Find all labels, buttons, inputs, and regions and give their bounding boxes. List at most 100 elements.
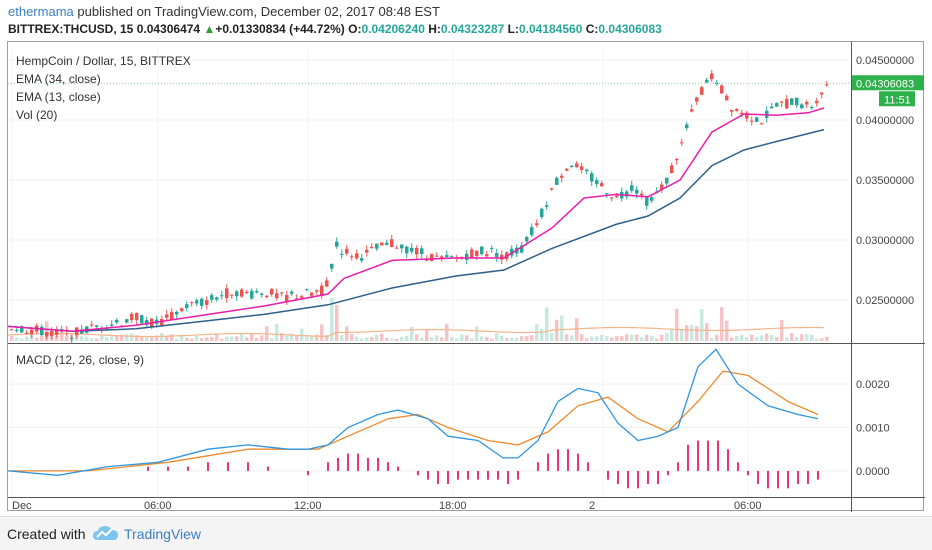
candle-down xyxy=(275,293,279,299)
volume-bar xyxy=(820,338,824,341)
volume-bar xyxy=(410,326,414,341)
candle-down xyxy=(780,101,784,103)
legend-ema34[interactable]: EMA (34, close) xyxy=(16,72,101,86)
candle-down xyxy=(430,253,434,261)
candle-down xyxy=(345,248,349,254)
candle-down xyxy=(745,112,749,119)
candle-up xyxy=(20,326,24,333)
candle-down xyxy=(160,318,164,326)
candle-up xyxy=(705,79,709,83)
legend-vol[interactable]: Vol (20) xyxy=(16,108,58,122)
volume-bar xyxy=(560,315,564,341)
time-tick-label: 2 xyxy=(589,500,595,512)
volume-bar xyxy=(565,334,569,341)
volume-bar xyxy=(145,336,149,341)
volume-bar xyxy=(750,334,754,341)
volume-bar xyxy=(605,336,609,341)
price-tick-label: 0.04000000 xyxy=(856,115,914,127)
volume-bar xyxy=(335,305,339,341)
high-value: 0.04323287 xyxy=(440,22,505,36)
volume-bar xyxy=(735,336,739,341)
volume-bar xyxy=(805,334,809,341)
candle-down xyxy=(535,223,539,226)
candle-up xyxy=(795,97,799,106)
volume-bar xyxy=(45,321,49,341)
volume-bar xyxy=(465,335,469,341)
volume-bar xyxy=(595,336,599,341)
volume-ma-line xyxy=(8,326,825,338)
candle-up xyxy=(215,297,219,300)
author-username[interactable]: ethermama xyxy=(8,4,74,19)
candle-down xyxy=(680,142,684,144)
tradingview-cloud-icon[interactable] xyxy=(92,524,120,542)
volume-bar xyxy=(445,323,449,341)
volume-bar xyxy=(185,337,189,341)
candle-down xyxy=(225,288,229,299)
volume-bar xyxy=(375,334,379,341)
volume-bar xyxy=(775,336,779,341)
volume-bar xyxy=(695,326,699,341)
candle-up xyxy=(775,103,779,107)
volume-bar xyxy=(270,338,274,341)
volume-bar xyxy=(665,333,669,341)
volume-bar xyxy=(785,337,789,341)
volume-bar xyxy=(520,336,524,341)
time-tick-label: 12:00 xyxy=(294,500,322,512)
candle-down xyxy=(615,195,619,198)
time-tick-label: Dec xyxy=(12,500,32,512)
price-tick-label: 0.04500000 xyxy=(856,55,914,67)
chart-area[interactable]: 0.04500000 0.04000000 0.03500000 0.03000000… xyxy=(7,41,925,512)
candle-up xyxy=(555,177,559,185)
volume-bar xyxy=(525,336,529,341)
volume-bar xyxy=(150,337,154,341)
candle-up xyxy=(360,258,364,261)
price-tick-label: 0.02500000 xyxy=(856,295,914,307)
candle-down xyxy=(365,249,369,253)
volume-bar xyxy=(730,337,734,341)
candle-down xyxy=(815,100,819,104)
low-value: 0.04184560 xyxy=(518,22,583,36)
volume-bar xyxy=(405,336,409,341)
candle-down xyxy=(440,256,444,258)
legend-macd[interactable]: MACD (12, 26, close, 9) xyxy=(16,353,145,367)
candle-up xyxy=(810,106,814,108)
price-chart-svg[interactable]: 0.04500000 0.04000000 0.03500000 0.03000000… xyxy=(8,42,925,512)
volume-bar xyxy=(140,337,144,341)
candle-down xyxy=(265,295,269,298)
macd-line xyxy=(8,348,819,476)
candle-up xyxy=(375,243,379,249)
last-price-badge xyxy=(852,75,924,91)
candle-up xyxy=(590,173,594,182)
volume-bar xyxy=(210,336,214,341)
footer-bar: Created with TradingView xyxy=(0,516,932,550)
candle-up xyxy=(755,117,759,122)
volume-bar xyxy=(710,337,714,341)
volume-bar xyxy=(630,334,634,341)
legend-ema13[interactable]: EMA (13, close) xyxy=(16,90,101,104)
candle-down xyxy=(470,249,474,258)
candle-down xyxy=(130,313,134,321)
candle-up xyxy=(335,241,339,247)
volume-bar xyxy=(770,334,774,341)
volume-bar xyxy=(340,335,344,341)
candle-down xyxy=(45,332,49,337)
volume-bar xyxy=(60,329,64,341)
candle-up xyxy=(770,106,774,109)
tradingview-brand-link[interactable]: TradingView xyxy=(124,526,202,542)
price-tick-label: 0.03000000 xyxy=(856,235,914,247)
volume-bar xyxy=(255,337,259,341)
countdown-badge xyxy=(879,91,915,107)
volume-bar xyxy=(120,334,124,341)
volume-bar xyxy=(170,334,174,341)
volume-bar xyxy=(415,334,419,341)
volume-bar xyxy=(355,336,359,341)
volume-bar xyxy=(460,334,464,341)
volume-bar xyxy=(395,338,399,341)
volume-bar xyxy=(85,336,89,341)
volume-bar xyxy=(275,323,279,341)
volume-bar xyxy=(450,336,454,341)
volume-bar xyxy=(105,337,109,341)
candle-down xyxy=(785,99,789,109)
ema13-line xyxy=(8,107,825,332)
volume-bar xyxy=(15,337,19,341)
